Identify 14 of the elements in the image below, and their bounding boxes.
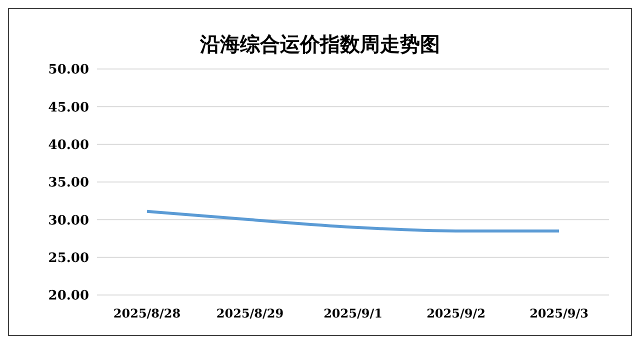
y-tick-label: 40.00: [48, 138, 89, 153]
line-series: [146, 210, 560, 232]
x-tick-label: 2025/9/1: [324, 306, 382, 321]
x-tick-label: 2025/8/29: [216, 306, 284, 321]
y-tick-label: 30.00: [48, 213, 89, 228]
x-tick-label: 2025/8/28: [113, 306, 181, 321]
x-tick-label: 2025/9/2: [426, 306, 486, 321]
y-tick-label: 45.00: [48, 100, 89, 116]
y-tick-label: 35.00: [48, 176, 89, 191]
x-tick-label: 2025/9/3: [530, 306, 588, 321]
y-tick-label: 20.00: [48, 288, 89, 304]
y-tick-label: 25.00: [48, 250, 89, 266]
chart-title: 沿海综合运价指数周走势图: [198, 31, 441, 58]
y-tick-label: 50.00: [48, 62, 89, 78]
